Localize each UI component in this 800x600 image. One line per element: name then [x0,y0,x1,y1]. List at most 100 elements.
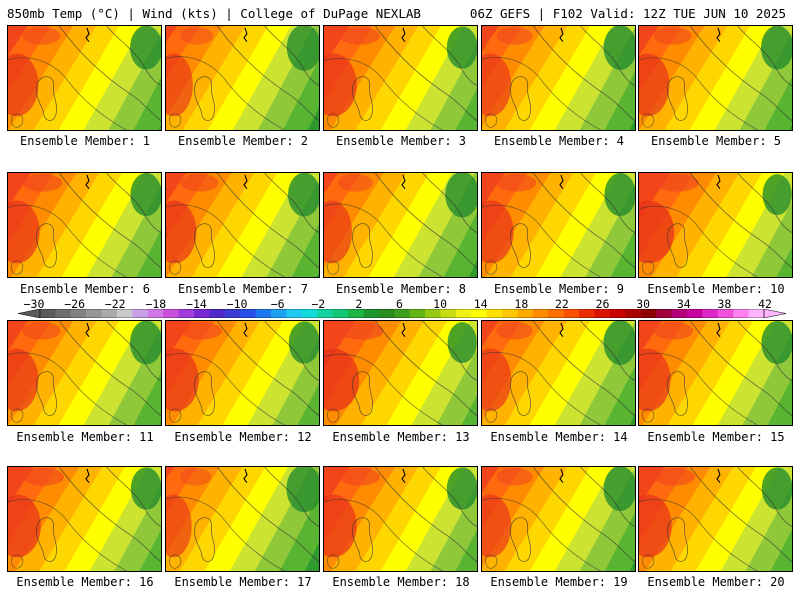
temperature-band [767,377,792,425]
ensemble-member-map [7,466,162,572]
temperature-field [639,173,792,277]
cool-core [130,467,161,510]
coastline [716,322,721,338]
temperature-band [304,542,319,571]
contour-line [422,173,477,234]
contour-line [533,26,635,122]
coastline [559,468,564,484]
terrain-contour [194,517,215,562]
colorbar-segment [594,309,611,318]
contour-line [422,26,477,87]
terrain-contour [194,371,215,416]
contour-line [264,173,319,234]
colorbar-segment [394,309,411,318]
terrain-contour [352,517,373,562]
warm-pocket [653,26,692,45]
temperature-field [8,173,161,277]
contour-line [639,205,758,277]
coastline [559,322,564,338]
contour-line [690,321,792,417]
terrain-contour [485,554,498,569]
warm-pocket [639,53,670,117]
contour-line [639,352,758,425]
cool-core [761,26,792,70]
terrain-contour [327,554,340,569]
temperature-colorbar [18,309,786,318]
colorbar-segment [378,309,395,318]
temperature-band [764,77,792,130]
ensemble-member-map [481,466,636,572]
cool-core [445,173,477,218]
member-caption: Ensemble Member: 17 [174,575,312,589]
contour-line [482,57,601,130]
contour-line [217,321,319,417]
ensemble-member-map [481,172,636,278]
warm-pocket [639,494,672,558]
terrain-contour [169,113,182,128]
terrain-contour [642,408,655,423]
terrain-contour [169,408,182,423]
contour-line [166,496,285,571]
colorbar-tick-label: −2 [311,297,326,311]
warm-pocket [324,53,357,117]
warm-pocket [166,53,193,117]
ensemble-member-map [165,25,320,131]
temperature-field [482,467,635,571]
terrain-contour [667,76,688,121]
map-title: 850mb Temp (°C) | Wind (kts) | College o… [7,6,421,21]
warm-pocket [324,348,360,412]
colorbar-tick-label: −26 [64,297,85,311]
member-caption: Ensemble Member: 5 [650,134,782,148]
temperature-field [324,173,477,277]
warm-pocket [166,200,197,264]
contour-line [59,321,161,417]
colorbar-segment [471,309,488,318]
colorbar-segment [40,309,56,318]
colorbar-tick-label: 42 [758,297,772,311]
contour-line [59,173,161,269]
temperature-band [468,260,477,277]
colorbar-tick-label: 26 [595,297,610,311]
terrain-contour [36,76,57,121]
warm-pocket [166,348,199,412]
colorbar-segment [348,309,364,318]
warm-pocket [653,321,694,340]
terrain-contour [510,371,531,416]
ensemble-member-map [165,466,320,572]
temperature-band [316,272,319,277]
coastline [716,27,721,43]
contour-line [482,498,601,571]
ensemble-member-map [323,172,478,278]
contour-line [482,204,601,277]
colorbar-segment [55,309,72,318]
temperature-band [158,420,161,425]
terrain-contour [352,76,373,121]
warm-pocket [482,494,512,558]
contour-line [639,57,758,130]
warm-pocket [324,494,357,558]
warm-pocket [22,321,61,340]
temperature-field [324,467,477,571]
colorbar-segment [532,309,549,318]
temperature-band [279,495,319,571]
warm-pocket [639,348,671,412]
colorbar-segment [255,309,272,318]
colorbar-tick-label: −6 [270,297,285,311]
terrain-contour [510,76,531,121]
ensemble-member-map [165,172,320,278]
warm-pocket [166,494,192,558]
warm-pocket [324,200,353,264]
ensemble-member-map [481,25,636,131]
contour-line [737,26,792,87]
colorbar-segment [286,309,303,318]
contour-line [264,321,319,382]
warm-pocket [180,26,214,45]
contour-line [482,352,601,425]
cool-core [761,321,792,365]
colorbar-segment [163,309,180,318]
contour-line [375,321,477,417]
temperature-band [629,414,635,425]
colorbar-segment [671,309,688,318]
ensemble-member-map [7,172,162,278]
colorbar-segment [455,309,472,318]
